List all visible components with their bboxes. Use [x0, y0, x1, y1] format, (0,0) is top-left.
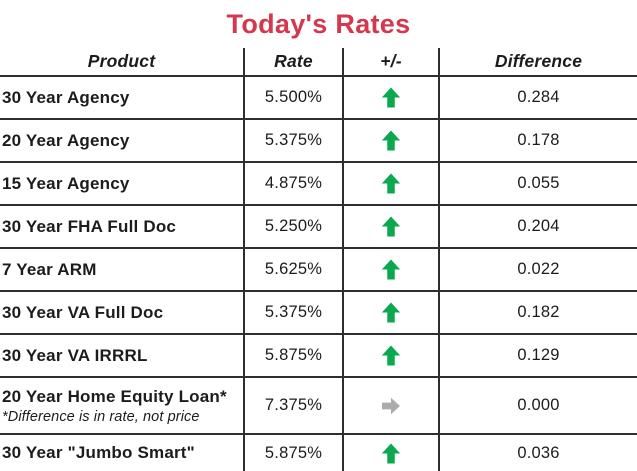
rate-cell: 5.875% — [243, 435, 342, 471]
table-row: 30 Year VA IRRRL 5.875% 0.129 — [0, 335, 637, 378]
table-row: 15 Year Agency 4.875% 0.055 — [0, 163, 637, 206]
product-cell: 20 Year Agency — [2, 130, 130, 150]
difference-cell: 0.284 — [438, 77, 637, 118]
product-label: 20 Year Home Equity Loan* — [2, 386, 227, 406]
table-row: 20 Year Agency 5.375% 0.178 — [0, 120, 637, 163]
rate-cell: 5.625% — [243, 249, 342, 290]
column-header-difference: Difference — [438, 48, 637, 75]
rates-table: Product Rate +/- Difference 30 Year Agen… — [0, 48, 637, 471]
page-title: Today's Rates — [226, 8, 411, 39]
product-cell: 30 Year VA IRRRL — [2, 345, 148, 365]
up-arrow-icon — [342, 206, 438, 247]
table-row: 20 Year Home Equity Loan* *Difference is… — [0, 378, 637, 435]
difference-cell: 0.000 — [438, 378, 637, 433]
right-arrow-icon — [342, 378, 438, 433]
difference-cell: 0.182 — [438, 292, 637, 333]
up-arrow-icon — [342, 163, 438, 204]
difference-cell: 0.204 — [438, 206, 637, 247]
up-arrow-icon — [342, 120, 438, 161]
product-footnote: *Difference is in rate, not price — [2, 408, 200, 425]
difference-cell: 0.178 — [438, 120, 637, 161]
table-row: 30 Year FHA Full Doc 5.250% 0.204 — [0, 206, 637, 249]
rate-cell: 5.500% — [243, 77, 342, 118]
rate-cell: 5.875% — [243, 335, 342, 376]
product-cell: 20 Year Home Equity Loan* *Difference is… — [0, 378, 243, 433]
table-row: 30 Year "Jumbo Smart" 5.875% 0.036 — [0, 435, 637, 471]
column-header-rate: Rate — [243, 48, 342, 75]
product-cell: 30 Year "Jumbo Smart" — [2, 443, 195, 462]
up-arrow-icon — [342, 292, 438, 333]
up-arrow-icon — [342, 77, 438, 118]
column-header-product: Product — [87, 51, 156, 71]
rate-cell: 5.250% — [243, 206, 342, 247]
rate-cell: 7.375% — [243, 378, 342, 433]
difference-cell: 0.129 — [438, 335, 637, 376]
rate-cell: 5.375% — [243, 120, 342, 161]
difference-cell: 0.022 — [438, 249, 637, 290]
up-arrow-icon — [342, 249, 438, 290]
up-arrow-icon — [342, 435, 438, 471]
table-row: 30 Year VA Full Doc 5.375% 0.182 — [0, 292, 637, 335]
table-row: 30 Year Agency 5.500% 0.284 — [0, 77, 637, 120]
table-header-row: Product Rate +/- Difference — [0, 48, 637, 77]
product-cell: 30 Year Agency — [2, 87, 130, 107]
column-header-change: +/- — [342, 48, 438, 75]
table-row: 7 Year ARM 5.625% 0.022 — [0, 249, 637, 292]
difference-cell: 0.055 — [438, 163, 637, 204]
product-cell: 15 Year Agency — [2, 173, 130, 193]
rate-cell: 5.375% — [243, 292, 342, 333]
product-cell: 7 Year ARM — [2, 259, 97, 279]
product-cell: 30 Year VA Full Doc — [2, 302, 164, 322]
up-arrow-icon — [342, 335, 438, 376]
product-cell: 30 Year FHA Full Doc — [2, 216, 177, 236]
rate-cell: 4.875% — [243, 163, 342, 204]
difference-cell: 0.036 — [438, 435, 637, 471]
